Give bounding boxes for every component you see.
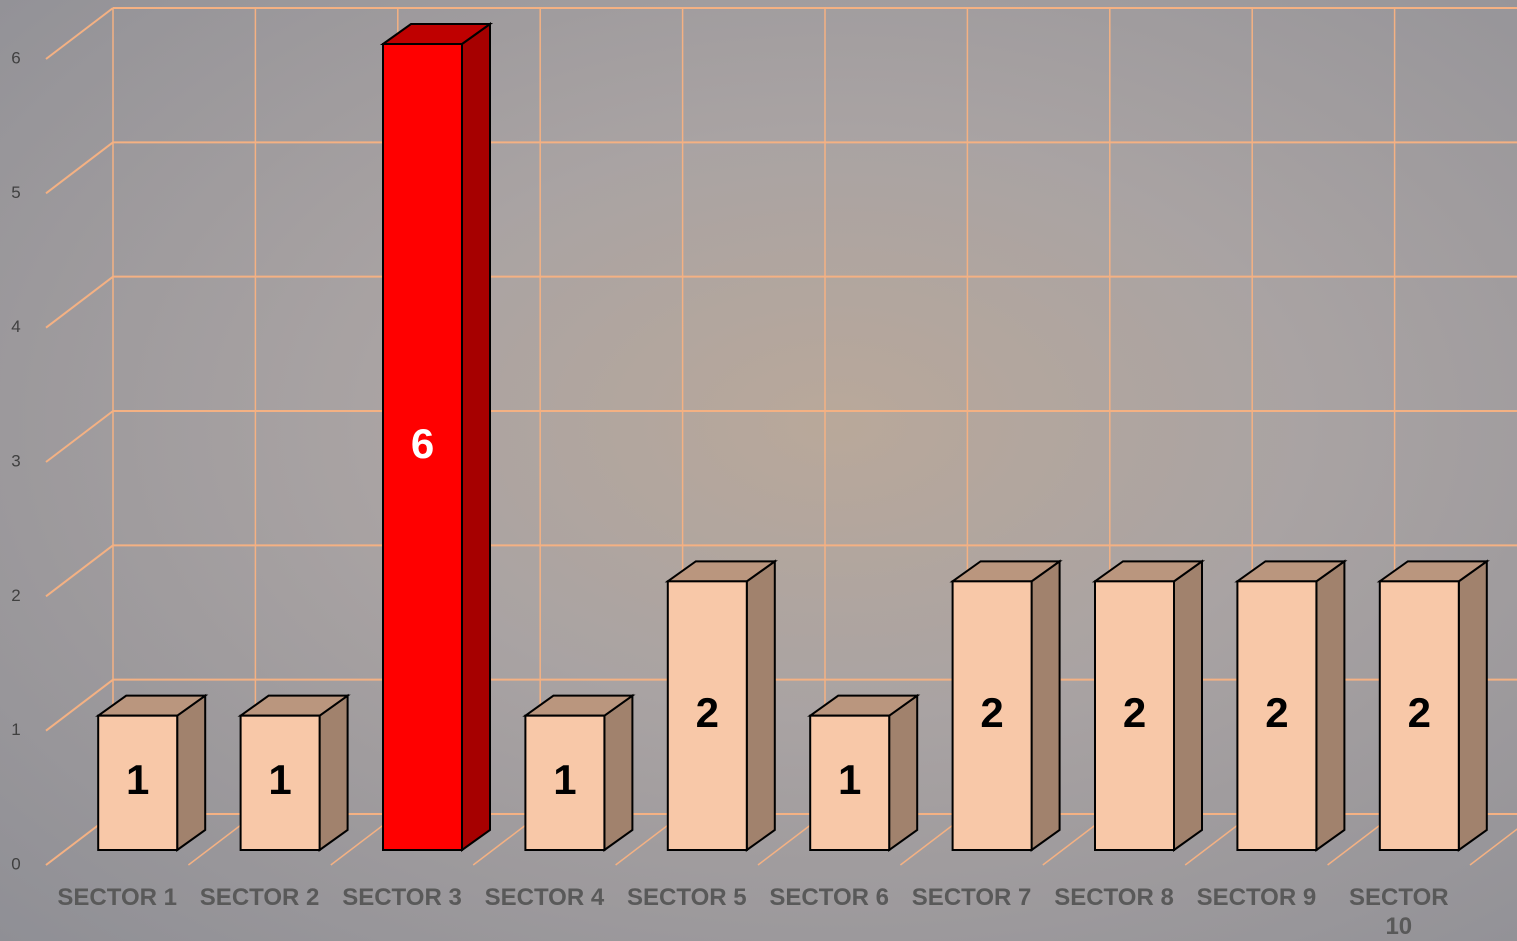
data-label: 2 [1123,689,1146,736]
y-tick-label: 6 [11,48,20,67]
bar-side [604,696,632,850]
data-label: 1 [838,756,861,803]
x-tick-label: SECTOR 4 [484,883,604,912]
x-tick-label: SECTOR 2 [200,883,320,912]
data-label: 2 [1265,689,1288,736]
x-tick-label: SECTOR 3 [342,883,462,912]
data-label: 1 [126,756,149,803]
data-label: 1 [268,756,291,803]
data-label: 2 [696,689,719,736]
bar-side [1174,561,1202,850]
bar-side [177,696,205,850]
bar-side [462,24,490,850]
data-label: 6 [411,420,434,467]
x-tick-label: SECTOR 5 [627,883,747,912]
bar-side [747,561,775,850]
bar-side [889,696,917,850]
bar-side [320,696,348,850]
grid-line-side [46,411,113,462]
grid-line-side [46,142,113,193]
data-label: 2 [1408,689,1431,736]
data-label: 1 [553,756,576,803]
y-tick-label: 4 [11,317,20,336]
grid-line-side [46,277,113,328]
bar-side [1316,561,1344,850]
x-tick-label: SECTOR 1 [57,883,177,912]
page: 01234561161212222 SECTOR 1SECTOR 2SECTOR… [0,0,1517,941]
x-tick-label: SECTOR 8 [1054,883,1174,912]
x-tick-label: SECTOR 7 [912,883,1032,912]
y-tick-label: 3 [11,451,20,470]
x-tick-label: SECTOR 6 [769,883,889,912]
grid-line-side [46,8,113,59]
y-tick-label: 0 [11,854,20,873]
y-tick-label: 1 [11,720,20,739]
y-tick-label: 2 [11,586,20,605]
bar-side [1459,561,1487,850]
x-tick-label: SECTOR 10 [1339,883,1459,941]
chart: 01234561161212222 [0,0,1517,941]
bar-side [1032,561,1060,850]
x-tick-label: SECTOR 9 [1196,883,1316,912]
y-tick-label: 5 [11,183,20,202]
grid-line-side [46,545,113,596]
data-label: 2 [980,689,1003,736]
